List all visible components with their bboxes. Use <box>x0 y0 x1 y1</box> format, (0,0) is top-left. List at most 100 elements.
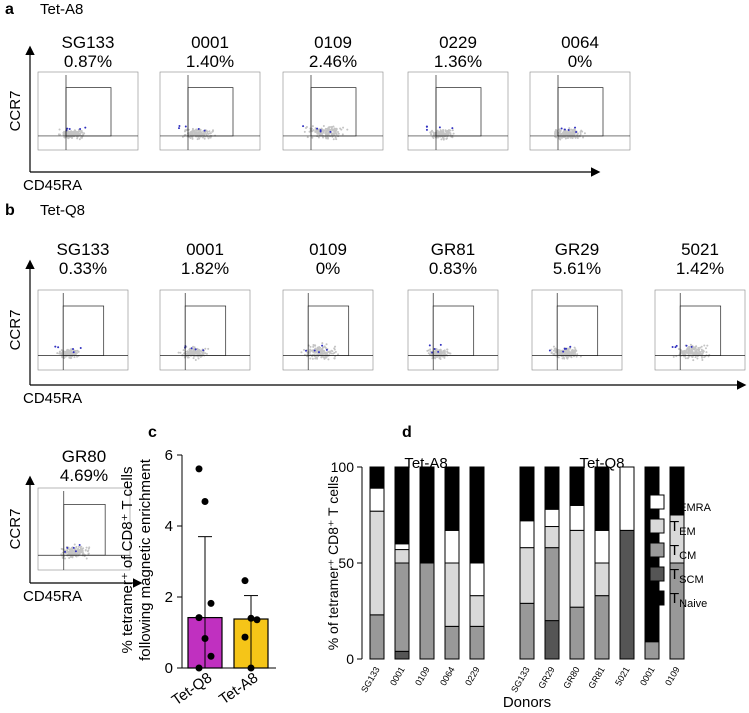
event-dot <box>75 555 78 558</box>
bar-segment <box>594 562 610 597</box>
x-tick-label: 0001 <box>638 665 657 687</box>
event-dot <box>433 351 436 354</box>
x-tick-label: 0109 <box>413 665 432 687</box>
percent-label: 1.42% <box>676 259 724 278</box>
x-tick-label: 0001 <box>388 665 407 687</box>
gate <box>556 305 599 356</box>
event-dot <box>318 348 321 351</box>
event-dot <box>560 136 563 139</box>
tetramer-dot <box>66 127 69 130</box>
data-point <box>207 652 215 660</box>
x-tick-label: GR29 <box>536 665 556 690</box>
event-dot <box>325 343 328 346</box>
event-dot <box>568 127 571 130</box>
plot-frame <box>407 289 499 371</box>
legend-swatch <box>649 518 665 534</box>
event-dot <box>70 131 73 134</box>
bar-segment <box>544 620 560 660</box>
event-dot <box>342 126 345 129</box>
event-dot <box>442 128 445 131</box>
event-dot <box>443 350 446 353</box>
legend-label: TEM <box>670 518 696 538</box>
donor-label: SG133 <box>62 33 115 52</box>
event-dot <box>570 356 573 359</box>
event-dot <box>335 133 338 136</box>
event-dot <box>326 129 329 132</box>
event-dot <box>558 132 561 135</box>
event-dot <box>61 548 64 551</box>
y-axis-label: CCR7 <box>7 509 24 550</box>
event-dot <box>66 133 69 136</box>
event-dot <box>179 351 182 354</box>
event-dot <box>328 132 331 135</box>
gate <box>63 504 106 556</box>
panel-letter: c <box>148 424 157 441</box>
event-dot <box>445 131 448 134</box>
bar-segment <box>394 543 410 551</box>
donor-label: 0109 <box>314 33 352 52</box>
event-dot <box>561 357 564 360</box>
legend-label: TNaive <box>670 590 707 610</box>
donor-label: 0109 <box>309 240 347 259</box>
event-dot <box>330 352 333 355</box>
tetramer-dot <box>68 127 71 130</box>
event-dot <box>309 345 312 348</box>
plot-frame <box>159 289 251 371</box>
event-dot <box>443 352 446 355</box>
tetramer-dot <box>451 127 454 130</box>
bar-segment <box>569 529 585 608</box>
event-dot <box>313 353 316 356</box>
tetramer-dot <box>194 348 197 351</box>
tetramer-dot <box>178 127 181 130</box>
event-dot <box>320 356 323 359</box>
event-dot <box>321 342 324 345</box>
event-dot <box>564 351 567 354</box>
event-dot <box>575 355 578 358</box>
event-dot <box>574 136 577 139</box>
event-dot <box>705 351 708 354</box>
event-dot <box>573 133 576 136</box>
legend-label: TCM <box>670 542 696 562</box>
event-dot <box>573 128 576 131</box>
event-dot <box>70 550 73 553</box>
event-dot <box>567 348 570 351</box>
event-dot <box>77 547 80 550</box>
percent-label: 0.87% <box>64 52 112 71</box>
event-dot <box>202 351 205 354</box>
event-dot <box>80 136 83 139</box>
event-dot <box>449 133 452 136</box>
event-dot <box>442 355 445 358</box>
event-dot <box>327 350 330 353</box>
event-dot <box>436 132 439 135</box>
percent-label: 0% <box>316 259 341 278</box>
event-dot <box>706 344 709 347</box>
x-axis-label: CD45RA <box>23 390 82 407</box>
flow-plot <box>407 289 499 371</box>
event-dot <box>427 352 430 355</box>
event-dot <box>579 133 582 136</box>
event-dot <box>701 358 704 361</box>
gate <box>557 87 604 137</box>
bar-segment <box>519 520 535 549</box>
plot-frame <box>37 71 139 151</box>
event-dot <box>74 351 77 354</box>
event-dot <box>438 131 441 134</box>
event-dot <box>211 130 214 133</box>
plot-frame <box>654 289 746 371</box>
event-dot <box>70 352 73 355</box>
event-dot <box>580 129 583 132</box>
percent-label: 1.82% <box>181 259 229 278</box>
percent-label: 0% <box>568 52 593 71</box>
y-tick-label: 4 <box>165 518 173 535</box>
tetramer-dot <box>78 544 81 547</box>
event-dot <box>70 548 73 551</box>
event-dot <box>189 347 192 350</box>
event-dot <box>318 133 321 136</box>
event-dot <box>195 350 198 353</box>
event-dot <box>448 352 451 355</box>
event-dot <box>327 126 330 129</box>
event-dot <box>692 359 695 362</box>
event-dot <box>570 131 573 134</box>
bar-segment <box>444 529 460 564</box>
